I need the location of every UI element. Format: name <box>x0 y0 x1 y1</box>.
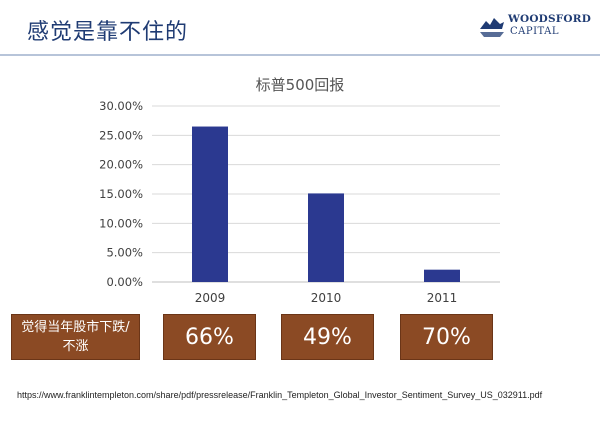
survey-value-2009: 66% <box>185 324 234 350</box>
y-tick-label: 10.00% <box>99 216 143 230</box>
x-category-label: 2009 <box>195 291 226 305</box>
x-category-label: 2011 <box>427 291 458 305</box>
chart-title: 标普500回报 <box>256 76 345 94</box>
company-logo: WOODSFORD CAPITAL <box>478 13 592 43</box>
slide-title: 感觉是靠不住的 <box>27 20 189 45</box>
y-tick-label: 0.00% <box>106 275 143 289</box>
logo-text-secondary: CAPITAL <box>510 26 560 37</box>
survey-value-2010: 49% <box>303 324 352 350</box>
survey-label: 觉得当年股市下跌/不涨 <box>21 320 130 354</box>
y-tick-label: 20.00% <box>99 158 143 172</box>
y-tick-label: 15.00% <box>99 187 143 201</box>
title-divider <box>0 54 600 56</box>
bar-2009 <box>192 126 228 283</box>
bar-2011 <box>424 269 460 282</box>
survey-value-box: 70% <box>400 314 493 360</box>
logo-mark-icon <box>480 18 504 37</box>
x-category-label: 2010 <box>311 291 342 305</box>
survey-value-box: 66% <box>163 314 256 360</box>
survey-label-box: 觉得当年股市下跌/不涨 <box>11 314 140 360</box>
survey-value-2011: 70% <box>422 324 471 350</box>
bar-2010 <box>308 193 344 282</box>
y-tick-label: 25.00% <box>99 128 143 142</box>
source-link[interactable]: https://www.franklintempleton.com/share/… <box>17 390 543 400</box>
logo-text-primary: WOODSFORD <box>508 13 592 25</box>
y-tick-label: 5.00% <box>106 246 143 260</box>
y-tick-label: 30.00% <box>99 99 143 113</box>
survey-value-box: 49% <box>281 314 374 360</box>
